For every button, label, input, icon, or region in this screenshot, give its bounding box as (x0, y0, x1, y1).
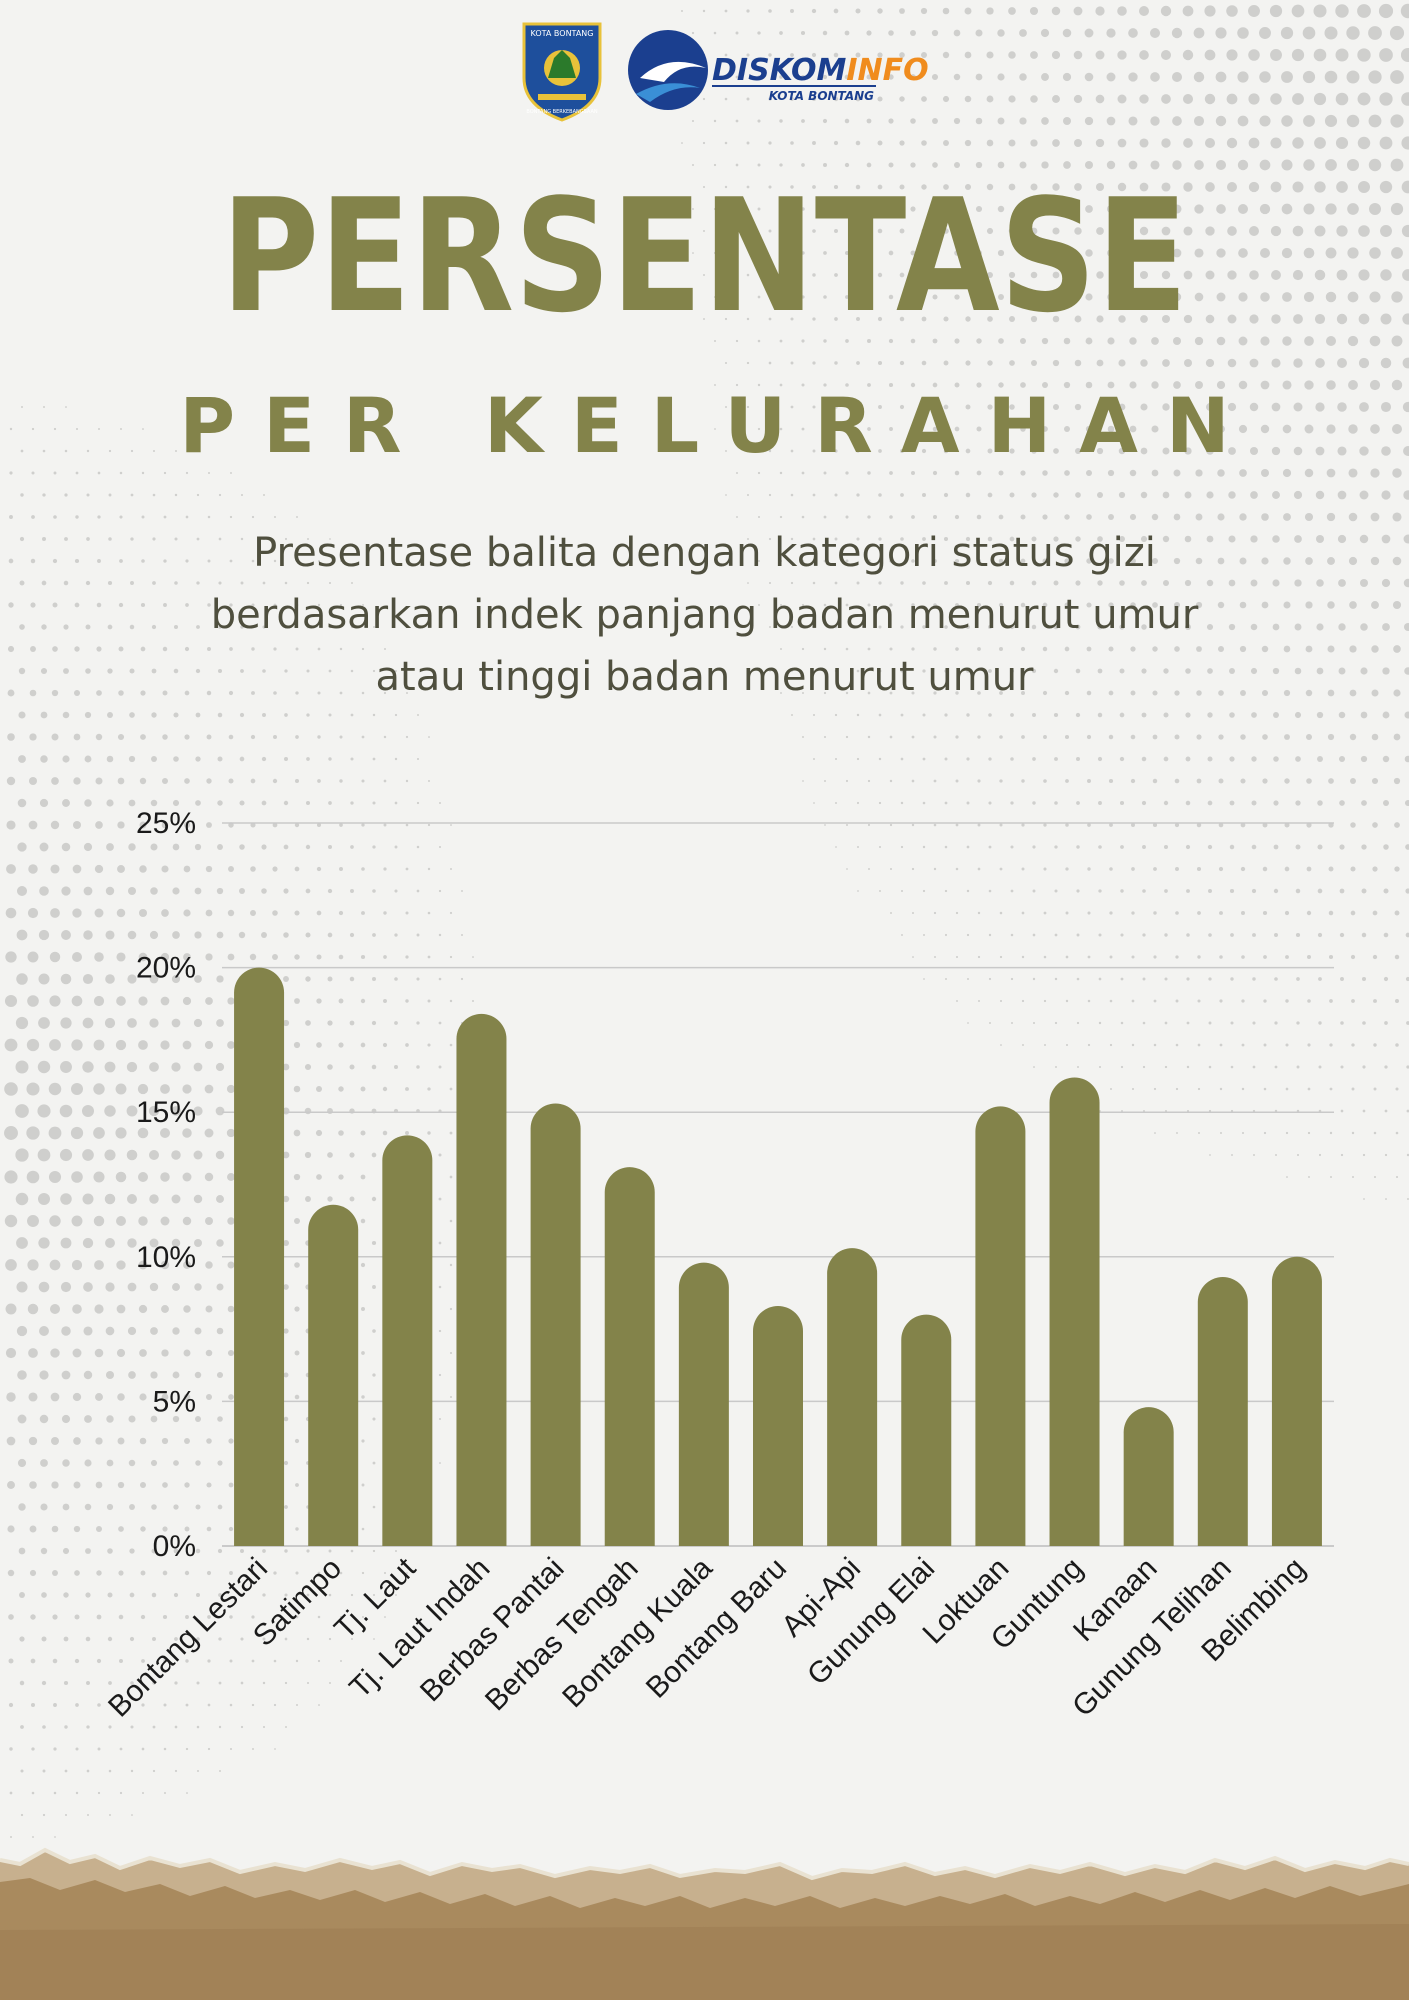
logos-row: KOTA BONTANG BONTANG BERKEBANGSAAN DISKO… (522, 22, 929, 122)
bar (827, 1248, 878, 1546)
bar (382, 1135, 433, 1546)
description-line-3: atau tinggi badan menurut umur (375, 654, 1034, 700)
kota-bontang-emblem: KOTA BONTANG BONTANG BERKEBANGSAAN (522, 22, 602, 122)
bar (604, 1167, 655, 1546)
bar (1197, 1277, 1248, 1546)
diskominfo-logo: DISKOMINFO KOTA BONTANG (628, 30, 929, 110)
bar (234, 967, 285, 1546)
chart-description: Presentase balita dengan kategori status… (150, 522, 1259, 708)
bar (308, 1204, 359, 1546)
bar (1123, 1407, 1174, 1546)
bar (1271, 1256, 1322, 1546)
bar (1049, 1077, 1100, 1546)
y-tick-label: 10% (136, 1241, 196, 1274)
page-title: PERSENTASE (220, 165, 1189, 347)
y-tick-label: 25% (136, 807, 196, 840)
bar (753, 1305, 803, 1546)
description-line-1: Presentase balita dengan kategori status… (253, 530, 1156, 576)
y-tick-label: 15% (136, 1096, 196, 1129)
y-tick-label: 0% (153, 1530, 196, 1563)
bar (975, 1106, 1026, 1546)
diskominfo-word-b: INFO (846, 53, 928, 88)
diskominfo-wordmark: DISKOMINFO (712, 53, 929, 88)
torn-paper-strip (0, 1847, 1409, 2000)
diskominfo-word-a: DISKOM (712, 53, 847, 88)
bar (530, 1103, 581, 1546)
bar (678, 1262, 729, 1546)
bar (456, 1013, 507, 1546)
y-tick-label: 5% (153, 1385, 196, 1418)
emblem-top-text: KOTA BONTANG (531, 29, 594, 38)
bar (901, 1314, 952, 1546)
diskominfo-sub: KOTA BONTANG (769, 89, 874, 103)
x-tick-label: Bontang Lestari (102, 1552, 274, 1724)
y-tick-label: 20% (136, 952, 196, 985)
description-line-2: berdasarkan indek panjang badan menurut … (210, 592, 1199, 638)
emblem-bottom-text: BONTANG BERKEBANGSAAN (526, 109, 598, 115)
page-subtitle: PER KELURAHAN (179, 381, 1258, 470)
